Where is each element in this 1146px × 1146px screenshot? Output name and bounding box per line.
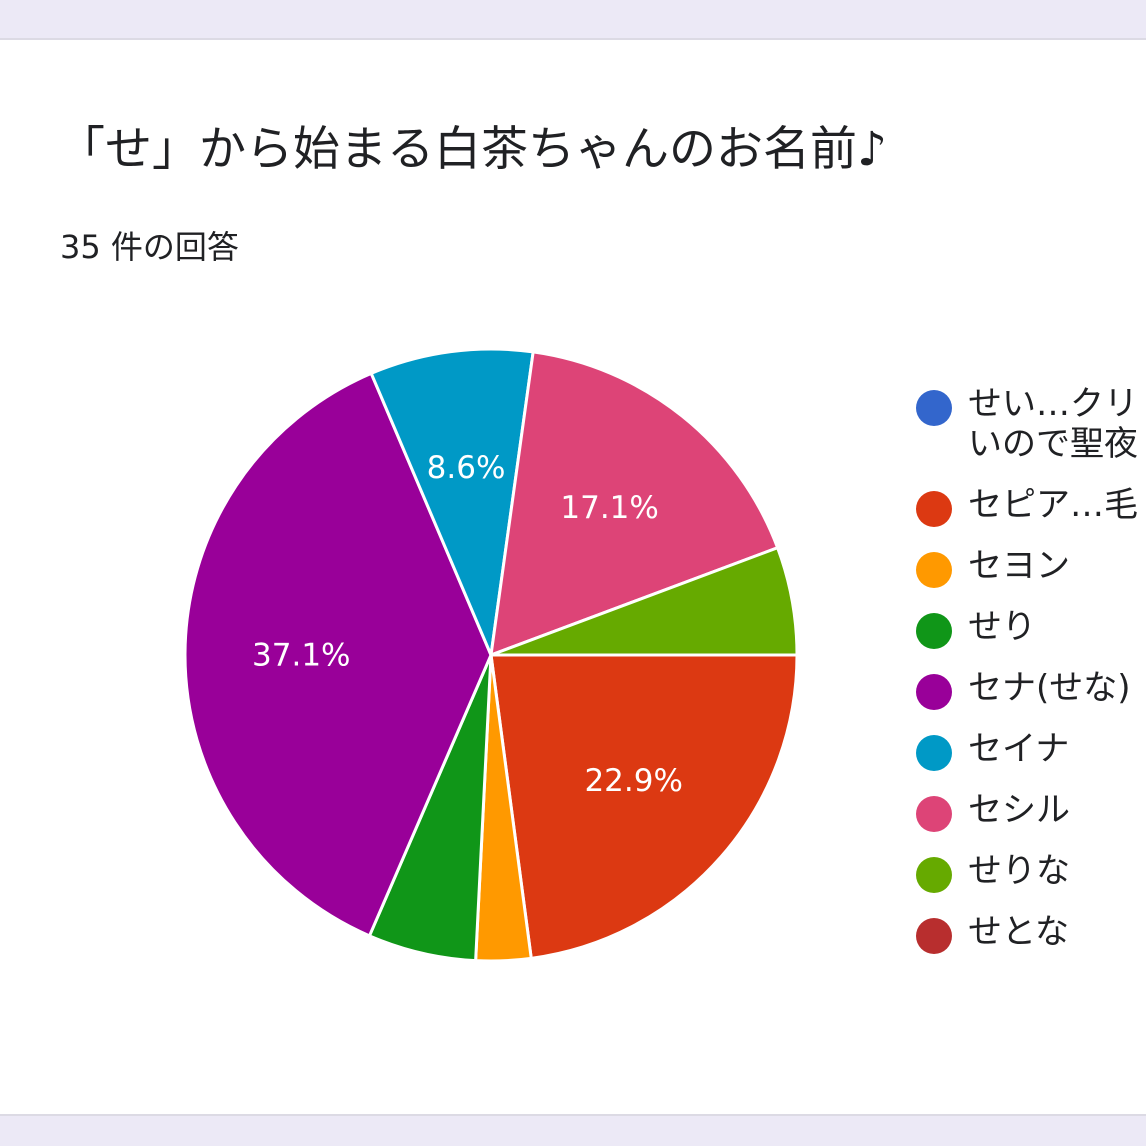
pie-slice-5[interactable]: [369, 347, 535, 661]
legend-swatch-8: [916, 918, 952, 954]
pie-slice-7[interactable]: [490, 545, 799, 657]
pie-data-label-5: 8.6%: [427, 450, 506, 486]
legend-label-7: せりな: [968, 851, 1070, 891]
legend-swatch-4: [916, 674, 952, 710]
response-count: 35 件の回答: [60, 228, 239, 266]
legend-swatch-0: [916, 390, 952, 426]
legend-label-0: せい…クリ いので聖夜: [968, 384, 1138, 464]
legend-item-5[interactable]: セイナ: [916, 729, 1146, 771]
legend-swatch-6: [916, 796, 952, 832]
pie-slice-6[interactable]: [489, 350, 780, 658]
legend-item-2[interactable]: セヨン: [916, 546, 1146, 588]
legend-swatch-1: [916, 491, 952, 527]
legend-label-5: セイナ: [968, 729, 1070, 769]
pie-slice-1[interactable]: [489, 653, 799, 961]
legend: せい…クリ いので聖夜セピア…毛セヨンせりセナ(せな) セイナセシルせりなせとな: [916, 384, 1146, 973]
legend-label-6: セシル: [968, 790, 1070, 830]
pie-data-label-4: 37.1%: [252, 637, 350, 673]
legend-swatch-7: [916, 857, 952, 893]
legend-item-7[interactable]: せりな: [916, 851, 1146, 893]
legend-item-8[interactable]: せとな: [916, 912, 1146, 954]
legend-swatch-5: [916, 735, 952, 771]
chart-title: 「せ」から始まる白茶ちゃんのお名前♪: [58, 122, 887, 177]
pie-slice-4[interactable]: [183, 371, 493, 938]
legend-label-3: せり: [968, 607, 1036, 647]
legend-label-4: セナ(せな): [968, 668, 1131, 708]
legend-item-4[interactable]: セナ(せな): [916, 668, 1146, 710]
pie-data-label-1: 22.9%: [584, 763, 682, 799]
legend-item-0[interactable]: せい…クリ いので聖夜: [916, 384, 1146, 464]
legend-label-8: せとな: [968, 912, 1069, 952]
legend-label-1: セピア…毛: [968, 485, 1138, 525]
legend-label-2: セヨン: [968, 546, 1070, 586]
legend-item-1[interactable]: セピア…毛: [916, 485, 1146, 527]
legend-item-3[interactable]: せり: [916, 607, 1146, 649]
pie-chart: 22.9% 37.1% 8.6% 17.1%: [183, 347, 799, 963]
pie-data-label-6: 17.1%: [560, 490, 658, 526]
legend-swatch-3: [916, 613, 952, 649]
legend-item-6[interactable]: セシル: [916, 790, 1146, 832]
legend-swatch-2: [916, 552, 952, 588]
